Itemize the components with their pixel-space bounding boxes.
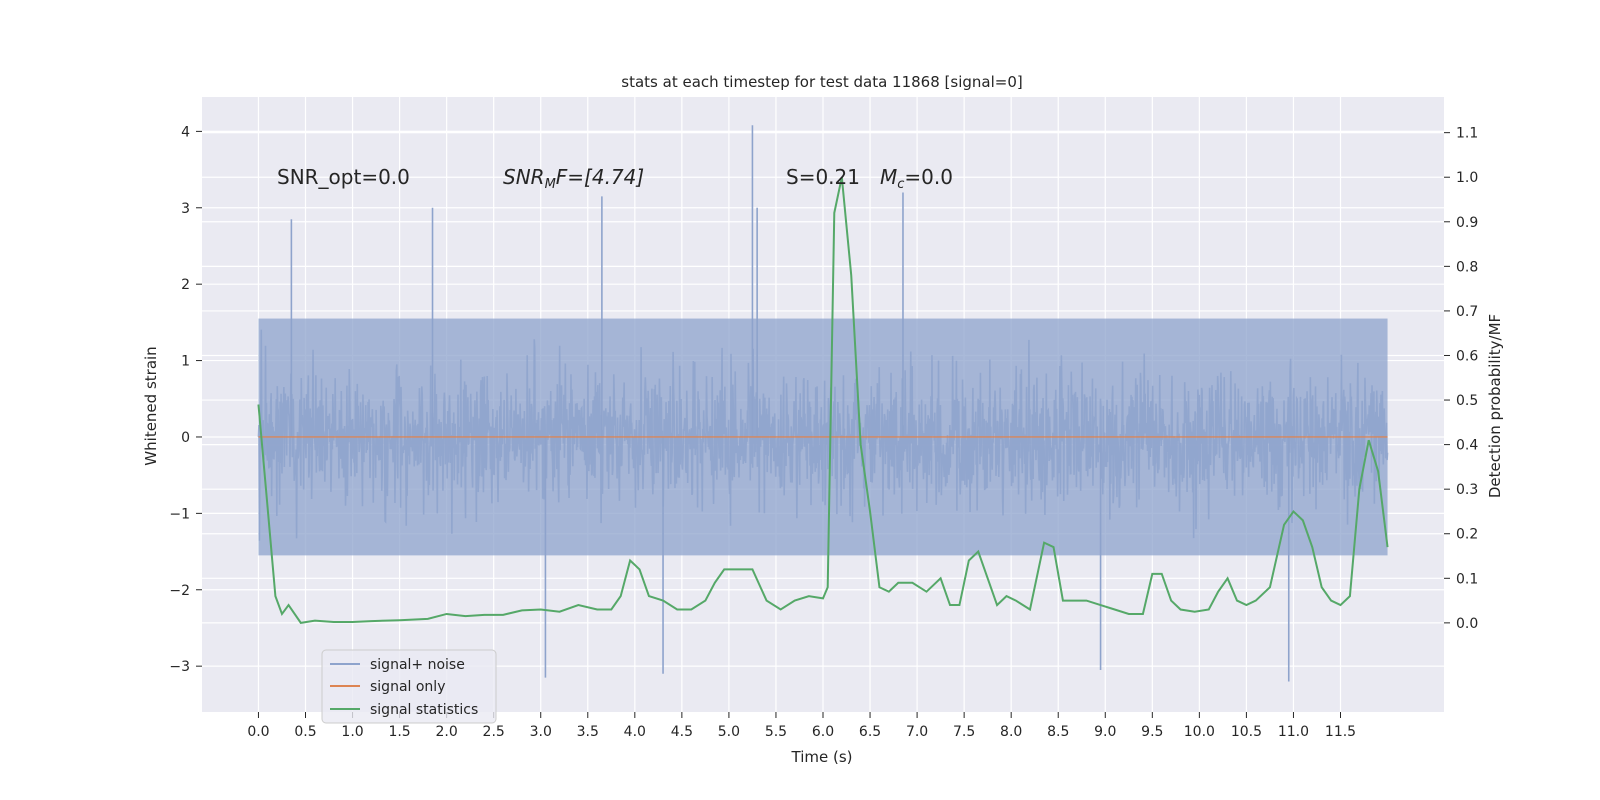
x-tick-label: 10.5 xyxy=(1231,724,1262,740)
x-tick-label: 3.0 xyxy=(530,724,552,740)
x-tick-label: 2.5 xyxy=(483,724,505,740)
x-tick-label: 11.0 xyxy=(1278,724,1309,740)
x-tick-label: 0.0 xyxy=(247,724,269,740)
annotation-snr-mf: SNRMF=[4.74] xyxy=(503,165,644,192)
x-tick-label: 10.0 xyxy=(1184,724,1215,740)
legend-label-noise: signal+ noise xyxy=(370,657,465,673)
x-tick-label: 2.0 xyxy=(436,724,458,740)
y-right-axis-ticks: 1.1 1.0 0.9 0.8 0.7 0.6 0.5 0.4 0.3 0.2 0.1 0.0 xyxy=(1444,126,1478,632)
y-left-tick-label: 0 xyxy=(181,430,190,446)
y-right-tick-label: 0.2 xyxy=(1456,527,1478,543)
annotation-mc: Mc=0.0 xyxy=(880,165,953,192)
y-right-tick-label: 0.1 xyxy=(1456,571,1478,587)
x-tick-label: 0.5 xyxy=(294,724,316,740)
y-left-tick-label: 1 xyxy=(181,354,190,370)
y-left-tick-label: 2 xyxy=(181,277,190,293)
y-right-tick-label: 0.9 xyxy=(1456,215,1478,231)
x-tick-label: 4.5 xyxy=(671,724,693,740)
y-left-tick-label: −3 xyxy=(169,659,190,675)
legend-label-signal-only: signal only xyxy=(370,679,445,695)
x-tick-label: 1.5 xyxy=(388,724,410,740)
y-right-axis-label: Detection probability/MF xyxy=(1486,314,1504,498)
x-tick-label: 9.0 xyxy=(1094,724,1116,740)
y-right-tick-label: 0.8 xyxy=(1456,259,1478,275)
x-tick-label: 5.5 xyxy=(765,724,787,740)
x-axis-ticks: 0.0 0.5 1.0 1.5 2.0 2.5 3.0 3.5 4.0 4.5 5.0 5.5 6.0 6… xyxy=(247,712,1356,740)
x-axis-label: Time (s) xyxy=(791,748,853,766)
x-tick-label: 1.0 xyxy=(341,724,363,740)
y-left-tick-label: 3 xyxy=(181,201,190,217)
x-tick-label: 8.0 xyxy=(1000,724,1022,740)
x-tick-label: 3.5 xyxy=(577,724,599,740)
y-left-tick-label: 4 xyxy=(181,124,190,140)
annotation-snr-mf-main: SNR xyxy=(503,165,545,189)
x-tick-label: 4.0 xyxy=(624,724,646,740)
x-tick-label: 7.0 xyxy=(906,724,928,740)
x-tick-label: 6.5 xyxy=(859,724,881,740)
annotations: SNR_opt=0.0 SNRMF=[4.74] S=0.21 Mc=0.0 xyxy=(277,165,953,192)
x-tick-label: 11.5 xyxy=(1325,724,1356,740)
legend-label-statistics: signal statistics xyxy=(370,702,478,718)
y-right-tick-label: 0.3 xyxy=(1456,482,1478,498)
x-tick-label: 9.5 xyxy=(1141,724,1163,740)
legend: signal+ noise signal only signal statist… xyxy=(321,649,497,724)
annotation-mc-tail: =0.0 xyxy=(904,165,953,189)
y-left-tick-label: −2 xyxy=(169,583,190,599)
y-left-tick-label: −1 xyxy=(169,506,190,522)
x-tick-label: 8.5 xyxy=(1047,724,1069,740)
annotation-snr-mf-sub: M xyxy=(545,177,556,192)
y-right-tick-label: 0.6 xyxy=(1456,348,1478,364)
annotation-s-stat: S=0.21 xyxy=(786,165,860,189)
chart-title: stats at each timestep for test data 118… xyxy=(621,73,1022,91)
x-tick-label: 7.5 xyxy=(953,724,975,740)
y-left-axis-ticks: 4 3 2 1 0 −1 −2 −3 xyxy=(169,124,202,675)
signal-statistics-line xyxy=(257,177,1389,624)
series-layer xyxy=(257,125,1389,682)
annotation-mc-main: M xyxy=(880,165,897,189)
legend-box xyxy=(321,649,497,724)
annotation-mc-sub: c xyxy=(897,177,904,192)
annotation-snr-mf-tail: F=[4.74] xyxy=(556,165,644,189)
annotation-snr-opt: SNR_opt=0.0 xyxy=(277,165,410,189)
y-left-axis-label: Whitened strain xyxy=(142,346,160,465)
x-tick-label: 6.0 xyxy=(812,724,834,740)
y-right-tick-label: 0.0 xyxy=(1456,616,1478,632)
y-right-tick-label: 0.7 xyxy=(1456,304,1478,320)
y-right-tick-label: 1.1 xyxy=(1456,126,1478,142)
y-right-tick-label: 1.0 xyxy=(1456,170,1478,186)
y-right-tick-label: 0.5 xyxy=(1456,393,1478,409)
x-tick-label: 5.0 xyxy=(718,724,740,740)
y-right-tick-label: 0.4 xyxy=(1456,438,1478,454)
